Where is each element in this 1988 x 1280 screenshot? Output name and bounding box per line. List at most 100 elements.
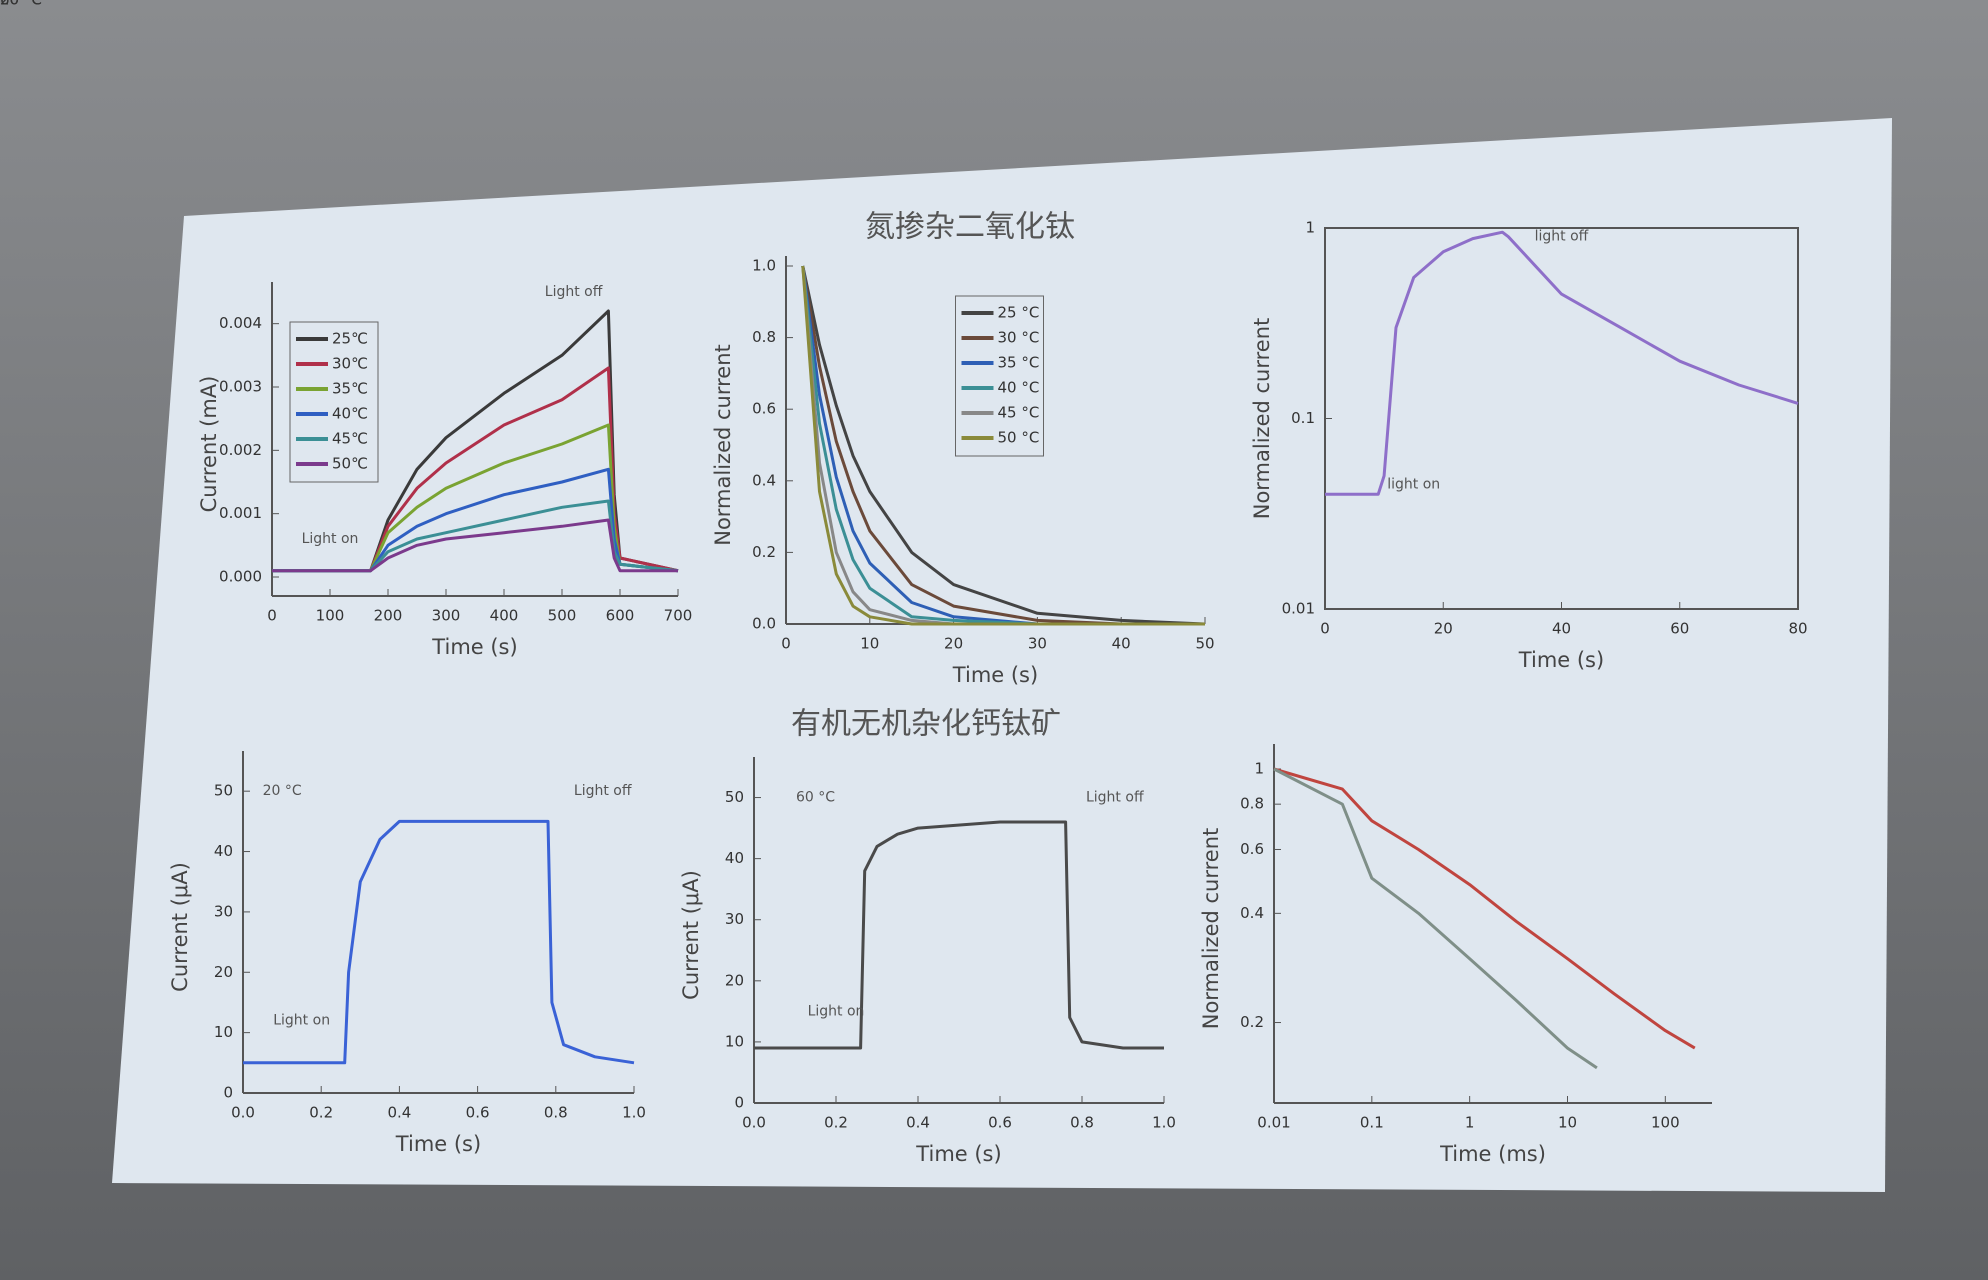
y-tick-label: 0.1: [1291, 409, 1315, 427]
x-tick-label: 100: [1651, 1114, 1680, 1132]
legend-label: 45℃: [332, 430, 368, 448]
x-tick-label: 10: [860, 635, 879, 653]
series-line: [1273, 767, 1696, 1050]
x-tick-label: 300: [432, 607, 461, 625]
x-tick-label: 0.01: [1257, 1114, 1290, 1132]
legend-label: 40 °C: [998, 379, 1040, 397]
x-tick-label: 10: [1558, 1114, 1577, 1132]
x-tick-label: 1.0: [622, 1104, 646, 1122]
x-tick-label: 1.0: [1152, 1114, 1176, 1132]
x-tick-label: 400: [490, 607, 519, 625]
y-tick-label: 0.4: [1240, 904, 1264, 922]
annotation: Light on: [808, 1003, 865, 1019]
legend-label: 35 °C: [998, 354, 1040, 372]
y-tick-label: 0: [734, 1094, 744, 1112]
x-tick-label: 0: [1320, 620, 1330, 638]
slide: [112, 118, 1892, 1192]
annotation: Light on: [273, 1013, 330, 1029]
legend-label: 50℃: [332, 455, 368, 473]
x-tick-label: 0.6: [466, 1104, 490, 1122]
y-tick-label: 0.0: [752, 615, 776, 633]
series-label: 60 °C: [0, 0, 42, 9]
x-tick-label: 50: [1195, 635, 1214, 653]
series-line: [272, 518, 678, 573]
series-line: [1273, 767, 1598, 1070]
y-tick-label: 0.2: [1240, 1013, 1264, 1031]
legend-label: 30 °C: [998, 329, 1040, 347]
series-line: [272, 423, 679, 573]
y-tick-label: 50: [725, 788, 744, 806]
annotation: 20 °C: [263, 783, 302, 799]
y-tick-label: 50: [214, 782, 233, 800]
y-tick-label: 30: [214, 902, 233, 920]
annotation: 60 °C: [796, 790, 835, 806]
y-tick-label: 10: [725, 1032, 744, 1050]
x-tick-label: 0.4: [387, 1104, 411, 1122]
y-axis-label: Current (mA): [197, 376, 221, 513]
y-tick-label: 0.6: [1240, 840, 1264, 858]
x-tick-label: 40: [1552, 620, 1571, 638]
annotation: light off: [1535, 229, 1589, 245]
y-tick-label: 0.003: [219, 378, 262, 396]
section-title: 有机无机杂化钙钛矿: [791, 707, 1061, 742]
series-line: [243, 819, 635, 1065]
series-line: [801, 265, 1206, 626]
x-tick-label: 0: [267, 607, 277, 625]
series-line: [272, 467, 679, 573]
y-tick-label: 0.01: [1282, 600, 1315, 618]
x-tick-label: 0.2: [824, 1114, 848, 1132]
legend-box: [289, 321, 379, 483]
x-axis-label: Time (s): [1518, 648, 1604, 672]
x-tick-label: 0.8: [1070, 1114, 1094, 1132]
x-tick-label: 0.4: [906, 1114, 930, 1132]
series-line: [801, 265, 1205, 626]
y-tick-label: 0.004: [219, 314, 262, 332]
legend-label: 45 °C: [998, 404, 1040, 422]
series-line: [801, 265, 1205, 626]
y-tick-label: 20: [725, 971, 744, 989]
x-tick-label: 40: [1112, 635, 1131, 653]
y-tick-label: 1: [1305, 219, 1315, 237]
y-tick-label: 0.6: [752, 400, 776, 418]
series-line: [272, 309, 679, 573]
y-tick-label: 10: [214, 1023, 233, 1041]
legend-label: 25 °C: [998, 304, 1040, 322]
x-tick-label: 30: [1028, 635, 1047, 653]
x-tick-label: 500: [548, 607, 577, 625]
y-axis-label: Normalized current: [711, 344, 735, 546]
x-tick-label: 20: [1434, 620, 1453, 638]
x-tick-label: 20: [944, 635, 963, 653]
y-tick-label: 0.001: [219, 504, 262, 522]
y-tick-label: 30: [725, 910, 744, 928]
annotation: Light off: [1086, 790, 1144, 806]
series-line: [272, 499, 679, 573]
x-tick-label: 0.0: [742, 1114, 766, 1132]
legend-label: 40℃: [332, 405, 368, 423]
legend-box: [955, 295, 1044, 457]
x-axis-label: Time (s): [431, 635, 517, 659]
y-tick-label: 20: [214, 963, 233, 981]
legend-label: 50 °C: [998, 429, 1040, 447]
section-title: 氮掺杂二氧化钛: [865, 210, 1075, 245]
x-tick-label: 0.8: [544, 1104, 568, 1122]
legend-label: 35℃: [332, 380, 368, 398]
annotation: Light off: [574, 783, 632, 799]
x-tick-label: 1: [1465, 1114, 1475, 1132]
x-tick-label: 200: [374, 607, 403, 625]
x-tick-label: 0: [781, 635, 791, 653]
y-axis-label: Normalized current: [1199, 828, 1223, 1030]
y-tick-label: 40: [725, 849, 744, 867]
x-tick-label: 700: [664, 607, 693, 625]
y-tick-label: 0.8: [1240, 795, 1264, 813]
y-tick-label: 1.0: [752, 257, 776, 275]
y-tick-label: 0.2: [752, 543, 776, 561]
y-tick-label: 0: [223, 1084, 233, 1102]
y-tick-label: 40: [214, 842, 233, 860]
x-tick-label: 600: [606, 607, 635, 625]
y-tick-label: 0.4: [752, 471, 776, 489]
y-tick-label: 1: [1254, 760, 1264, 778]
x-axis-label: Time (s): [915, 1142, 1001, 1166]
legend-label: 30℃: [332, 355, 368, 373]
